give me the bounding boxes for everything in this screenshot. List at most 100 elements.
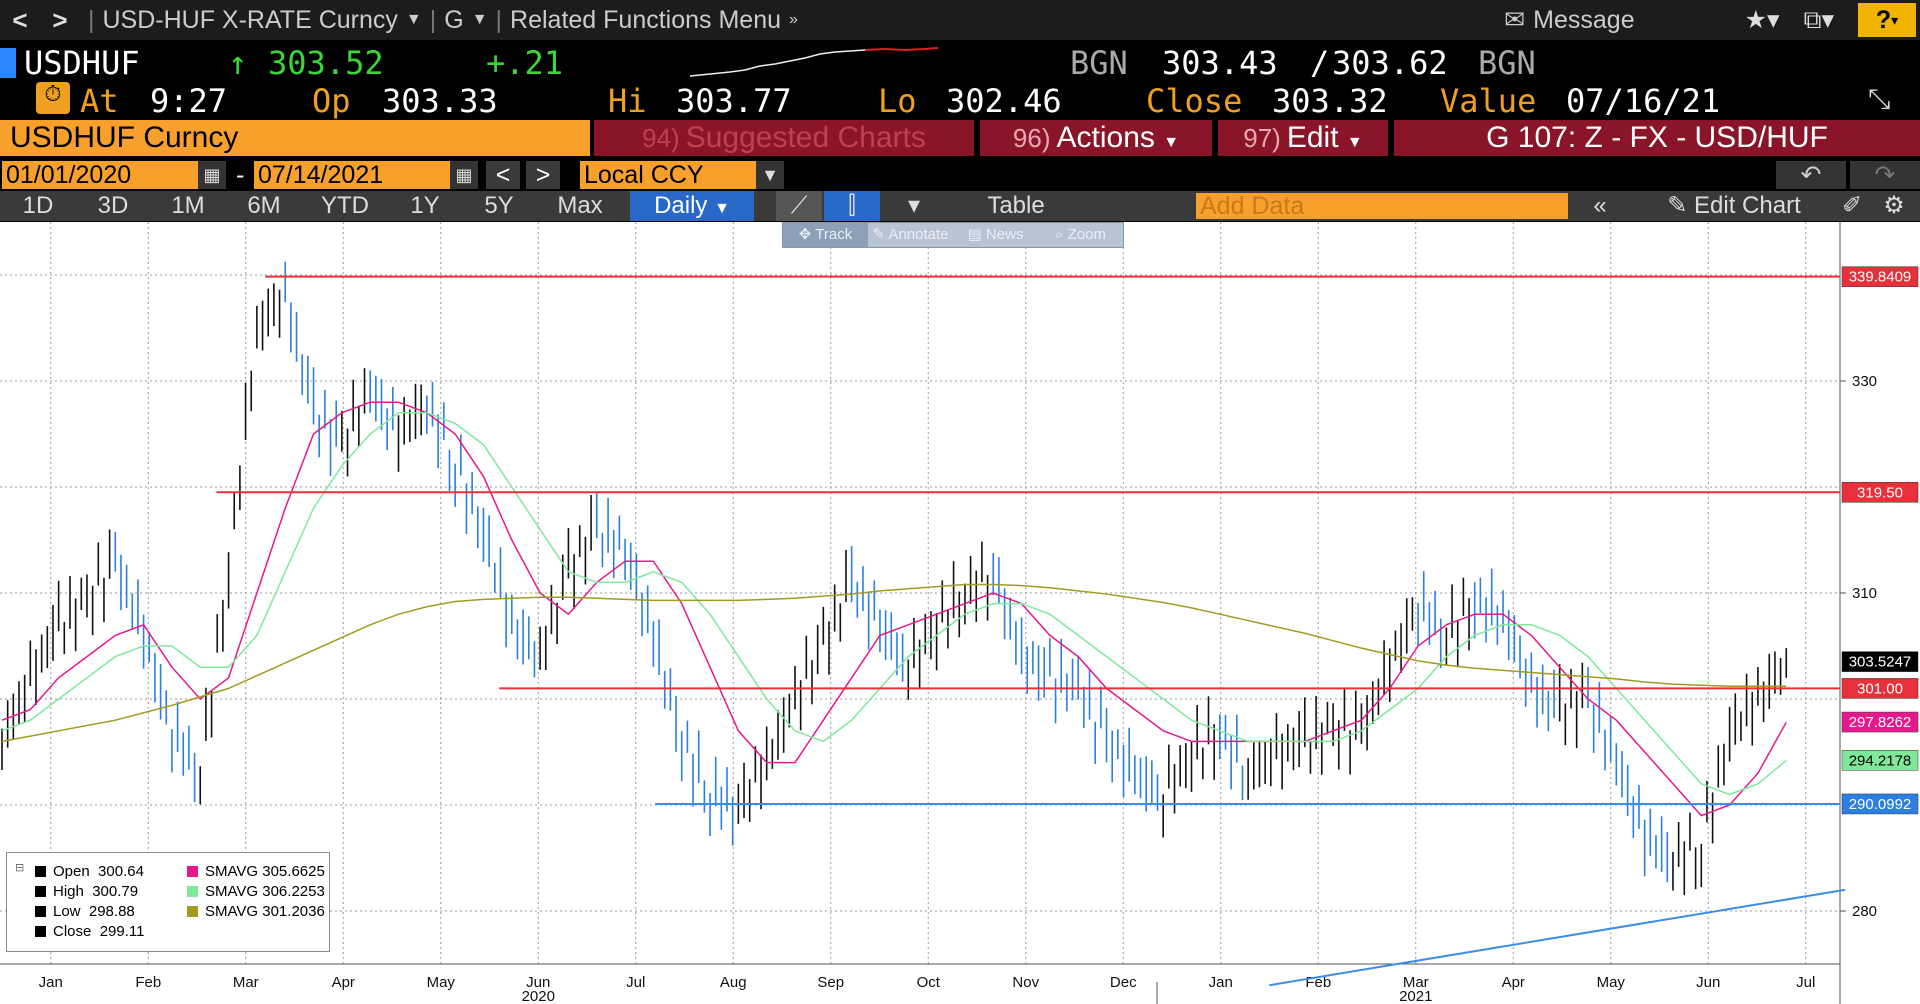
end-date-field[interactable]: 07/14/2021 xyxy=(254,161,450,189)
gear-icon[interactable]: ⚙ xyxy=(1883,192,1905,219)
chevron-down-icon[interactable]: ▼ xyxy=(756,161,784,189)
table-button[interactable]: Table xyxy=(987,192,1045,219)
level-tag-bg xyxy=(1841,266,1919,287)
period-bar: 1D 3D 1M 6M YTD 1Y 5Y Max Daily ▼ ⟋ ⫿ ▾ … xyxy=(0,191,1920,221)
legend-collapse-icon[interactable]: ⊟ xyxy=(15,862,25,874)
line-chart-icon[interactable]: ⟋ xyxy=(776,191,822,221)
prev-period-button[interactable]: < xyxy=(486,161,520,189)
suggested-charts-tab[interactable]: 94) Suggested Charts xyxy=(594,120,974,156)
back-button[interactable]: < xyxy=(12,4,28,35)
message-button[interactable]: ✉ Message xyxy=(1504,5,1634,35)
security-selector[interactable]: USD-HUF X-RATE Curncy ▼ xyxy=(103,6,422,35)
undo-icon[interactable]: ↶ xyxy=(1776,161,1846,189)
redo-icon[interactable]: ↷ xyxy=(1850,161,1920,189)
actions-num: 96) xyxy=(1012,123,1051,153)
bid-price: 303.43 xyxy=(1162,44,1278,82)
legend-label: High xyxy=(53,883,84,900)
chevron-down-icon[interactable]: ▾ xyxy=(907,192,921,219)
legend-swatch xyxy=(187,906,198,917)
ticker: USDHUF xyxy=(24,44,140,82)
related-functions-menu[interactable]: Related Functions Menu » xyxy=(510,6,798,35)
trend-line xyxy=(1269,888,1846,987)
range-dash: - xyxy=(236,161,245,189)
period-1y[interactable]: 1Y xyxy=(410,192,440,219)
legend-high: High 300.79 xyxy=(35,883,138,900)
function-selector[interactable]: G ▼ xyxy=(444,6,487,35)
add-data-input[interactable]: Add Data xyxy=(1196,193,1568,219)
suggested-label: Suggested Charts xyxy=(685,121,926,154)
annotate-tool[interactable]: ✎ Annotate xyxy=(872,226,949,243)
clock-icon: ⏱ xyxy=(36,82,70,114)
period-1m[interactable]: 1M xyxy=(171,192,205,219)
x-month-label: Dec xyxy=(1110,974,1137,991)
x-month-label: Apr xyxy=(1502,974,1525,991)
zoom-tool[interactable]: ⌕ Zoom xyxy=(1055,226,1106,243)
price-tag-bg xyxy=(1841,651,1919,672)
legend-value: 300.64 xyxy=(98,863,144,880)
calendar-icon[interactable]: ▦ xyxy=(450,161,478,189)
legend-label: SMAVG xyxy=(205,883,259,900)
frequency-label: Daily xyxy=(654,192,708,219)
legend-swatch xyxy=(35,926,46,937)
annotate-icon[interactable]: ✐ xyxy=(1841,192,1863,219)
legend-label: Open xyxy=(53,863,90,880)
period-1d[interactable]: 1D xyxy=(22,192,54,219)
stats-line: ⏱ At 9:27 Op 303.33 Hi 303.77 Lo 302.46 … xyxy=(0,82,1920,120)
frequency-select[interactable]: Daily ▼ xyxy=(630,191,754,221)
open-label: Op xyxy=(312,82,351,120)
news-tool[interactable]: ▤ News xyxy=(967,226,1024,243)
x-month-label: Apr xyxy=(332,974,355,991)
level-tag-bg xyxy=(1841,482,1919,503)
legend-low: Low 298.88 xyxy=(35,903,135,920)
period-3d[interactable]: 3D xyxy=(97,192,129,219)
candlestick-icon[interactable]: ⫿ xyxy=(824,191,880,221)
value-label: Value xyxy=(1440,82,1537,120)
calendar-icon[interactable]: ▦ xyxy=(198,161,226,189)
track-tool[interactable]: ✥ Track xyxy=(783,223,868,247)
price-tag: 297.8262 xyxy=(1849,714,1912,731)
message-label: Message xyxy=(1533,5,1635,34)
legend-label: SMAVG xyxy=(205,863,259,880)
currency-select[interactable]: Local CCY xyxy=(580,161,756,189)
edit-chart-button[interactable]: ✎ Edit Chart xyxy=(1636,191,1832,221)
command-bar: < > | USD-HUF X-RATE Curncy ▼ | G ▼ | Rela… xyxy=(0,0,1920,40)
price-tag-bg xyxy=(1841,711,1919,733)
time: 9:27 xyxy=(150,82,228,120)
legend-swatch xyxy=(187,886,198,897)
x-month-label: Aug xyxy=(720,974,747,991)
window-icon[interactable]: ⧉▾ xyxy=(1803,6,1834,34)
help-button[interactable]: ? ▾ xyxy=(1858,3,1916,37)
y-tick-label: 310 xyxy=(1852,585,1877,602)
favorite-star-icon[interactable]: ★▾ xyxy=(1744,6,1780,34)
start-date-field[interactable]: 01/01/2020 xyxy=(2,161,198,189)
chevron-down-icon: ▼ xyxy=(1163,134,1180,151)
x-year-label: 2020 xyxy=(522,988,555,1004)
edit-chart-label: Edit Chart xyxy=(1694,192,1801,219)
open-value: 303.33 xyxy=(382,82,498,120)
chevron-down-icon: ▼ xyxy=(471,11,488,28)
ticker-marker xyxy=(0,48,16,78)
expand-icon[interactable]: ⤡ xyxy=(1868,82,1891,115)
period-6m[interactable]: 6M xyxy=(247,192,281,219)
x-month-label: Jan xyxy=(1209,974,1233,991)
chart-mini-toolbar: ✥ Track ✎ Annotate ▤ News ⌕ Zoom xyxy=(782,222,1124,248)
chart-legend: Open 300.64 High 300.79 Low 298.88 Close… xyxy=(6,852,330,952)
period-5y[interactable]: 5Y xyxy=(484,192,514,219)
collapse-icon[interactable]: « xyxy=(1593,192,1607,219)
security-tab[interactable]: USDHUF Curncy xyxy=(0,120,590,156)
legend-value: 300.79 xyxy=(92,883,139,900)
legend-value: 305.6625 xyxy=(262,863,325,880)
y-tick-label: 330 xyxy=(1852,373,1877,390)
actions-menu[interactable]: 96) Actions ▼ xyxy=(980,120,1212,156)
at-label: At xyxy=(80,82,119,120)
actions-label: Actions xyxy=(1056,121,1155,154)
next-period-button[interactable]: > xyxy=(526,161,560,189)
legend-close: Close 299.11 xyxy=(35,923,144,940)
period-ytd[interactable]: YTD xyxy=(321,192,369,219)
forward-button[interactable]: > xyxy=(52,4,68,35)
slash: / xyxy=(1310,44,1330,82)
quote-line: USDHUF ↑ 303.52 +.21 BGN 303.43 / 303.62… xyxy=(0,44,1920,82)
edit-menu[interactable]: 97) Edit ▼ xyxy=(1218,120,1388,156)
period-max[interactable]: Max xyxy=(557,192,603,219)
price-tag: 303.5247 xyxy=(1849,654,1912,671)
